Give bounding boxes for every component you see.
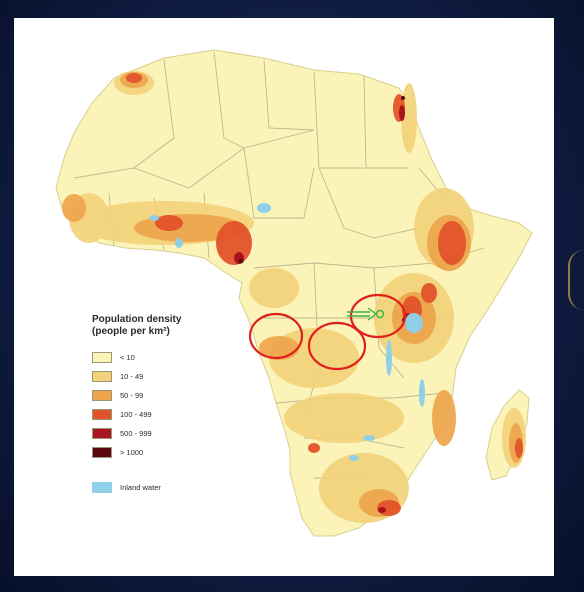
legend-swatch xyxy=(92,409,112,420)
lake-chad xyxy=(257,203,271,213)
legend-title: Population density (people per km²) xyxy=(92,314,242,338)
legend-item: > 1000 xyxy=(92,443,242,462)
legend-item: 50 - 99 xyxy=(92,386,242,405)
legend-title-line2: (people per km²) xyxy=(92,326,170,337)
lake-tanganyika xyxy=(386,340,392,376)
lake-volta xyxy=(175,238,183,248)
lake-victoria xyxy=(405,313,423,333)
lake-malawi xyxy=(419,379,425,407)
map-panel: Population density (people per km²) < 10… xyxy=(14,18,554,576)
legend-label: 100 - 499 xyxy=(120,410,152,419)
legend-label: 10 - 49 xyxy=(120,372,144,381)
density-100-499 xyxy=(126,73,523,516)
legend-swatch xyxy=(92,352,112,363)
legend-item: 100 - 499 xyxy=(92,405,242,424)
legend-swatch-water xyxy=(92,482,112,493)
annotation-arrow xyxy=(347,307,385,321)
legend-label: > 1000 xyxy=(120,448,144,457)
legend-item: 500 - 999 xyxy=(92,424,242,443)
legend-swatch xyxy=(92,447,112,458)
legend-item: < 10 xyxy=(92,348,242,367)
legend-swatch xyxy=(92,390,112,401)
inland-water xyxy=(149,203,425,461)
decorative-arc xyxy=(568,250,584,310)
legend-title-line1: Population density xyxy=(92,314,182,325)
legend-label: < 10 xyxy=(120,353,135,362)
legend-item-water: Inland water xyxy=(92,478,242,497)
legend-swatch xyxy=(92,428,112,439)
legend-swatch xyxy=(92,371,112,382)
annotation-circle-central xyxy=(307,321,367,371)
map-legend: Population density (people per km²) < 10… xyxy=(92,314,242,497)
africa-population-map xyxy=(55,49,533,537)
legend-label-water: Inland water xyxy=(120,483,161,492)
annotation-circle-west xyxy=(248,312,304,360)
legend-item: 10 - 49 xyxy=(92,367,242,386)
legend-label: 50 - 99 xyxy=(120,391,144,400)
legend-label: 500 - 999 xyxy=(120,429,152,438)
